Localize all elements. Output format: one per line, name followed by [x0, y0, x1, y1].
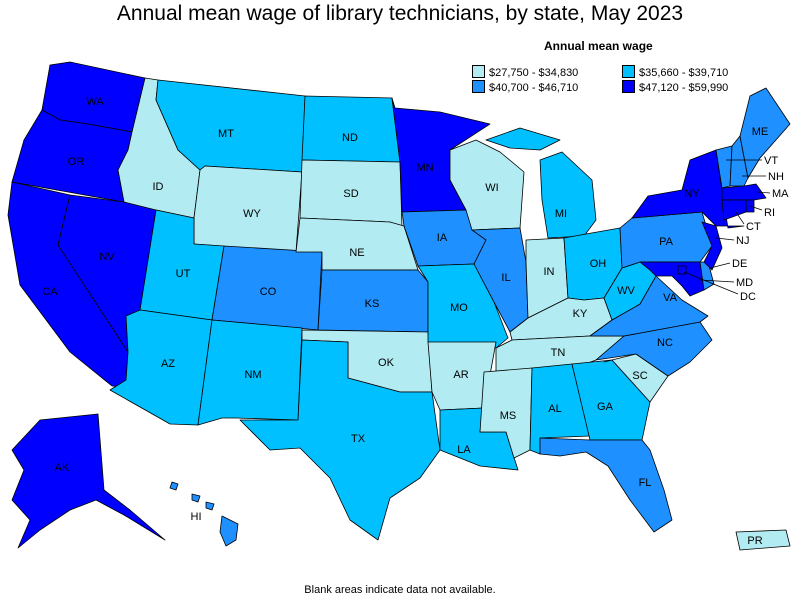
label-DE: DE: [732, 258, 747, 270]
map-title: Annual mean wage of library technicians,…: [116, 2, 684, 25]
label-IN: IN: [544, 266, 555, 278]
label-FL: FL: [639, 477, 652, 489]
label-MA: MA: [772, 188, 789, 200]
legend-title: Annual mean wage: [544, 39, 653, 53]
label-KS: KS: [365, 298, 380, 310]
label-ND: ND: [342, 132, 358, 144]
label-PR: PR: [747, 535, 762, 547]
label-KY: KY: [573, 308, 588, 320]
label-MI: MI: [555, 208, 567, 220]
label-ME: ME: [752, 126, 769, 138]
state-SC[interactable]: [603, 353, 669, 403]
label-WY: WY: [243, 208, 261, 220]
legend-swatch-2: [622, 65, 635, 78]
footer-note: Blank areas indicate data not available.: [304, 584, 496, 596]
leader-NJ: [715, 237, 735, 241]
label-TX: TX: [351, 433, 366, 445]
legend-item-2: $35,660 - $39,710: [622, 65, 728, 79]
leader-DE: [709, 262, 731, 269]
state-MI[interactable]: [485, 127, 597, 239]
leader-DC: [683, 271, 739, 295]
label-WI: WI: [485, 182, 498, 194]
label-MN: MN: [416, 162, 433, 174]
label-CT: CT: [746, 221, 761, 233]
label-CA: CA: [42, 286, 58, 298]
label-NJ: NJ: [736, 235, 749, 247]
state-NM[interactable]: [197, 319, 303, 426]
leader-MA: [757, 191, 771, 194]
label-RI: RI: [764, 207, 775, 219]
legend-label-4: $47,120 - $59,990: [639, 82, 729, 94]
label-WA: WA: [86, 96, 104, 108]
label-OR: OR: [68, 156, 85, 168]
legend-label-2: $35,660 - $39,710: [639, 67, 729, 79]
label-IA: IA: [437, 232, 448, 244]
label-MD: MD: [736, 277, 753, 289]
label-PA: PA: [659, 236, 674, 248]
label-NC: NC: [657, 337, 673, 349]
state-ND[interactable]: [301, 95, 401, 163]
state-TX[interactable]: [239, 339, 441, 541]
state-ME[interactable]: [739, 87, 791, 179]
label-AZ: AZ: [161, 358, 175, 370]
label-UT: UT: [176, 268, 191, 280]
label-AR: AR: [453, 369, 468, 381]
label-MS: MS: [500, 410, 517, 422]
label-LA: LA: [457, 444, 471, 456]
label-WV: WV: [617, 285, 635, 297]
label-NH: NH: [768, 171, 784, 183]
state-AK[interactable]: [11, 413, 166, 549]
label-OK: OK: [378, 357, 395, 369]
label-SC: SC: [632, 370, 647, 382]
label-MO: MO: [450, 302, 468, 314]
label-DC: DC: [740, 291, 756, 303]
label-CO: CO: [260, 286, 277, 298]
legend-item-4: $47,120 - $59,990: [622, 80, 728, 94]
state-NH[interactable]: [729, 135, 749, 187]
label-ID: ID: [153, 181, 164, 193]
label-AK: AK: [55, 462, 70, 474]
state-HI[interactable]: [169, 481, 239, 547]
state-PR[interactable]: [735, 529, 791, 551]
legend-label-3: $40,700 - $46,710: [489, 82, 579, 94]
label-HI: HI: [191, 511, 202, 523]
state-DC[interactable]: [677, 265, 687, 275]
state-CT[interactable]: [721, 199, 747, 221]
label-VA: VA: [663, 292, 678, 304]
label-AL: AL: [548, 403, 561, 415]
label-SD: SD: [343, 188, 358, 200]
legend-item-1: $27,750 - $34,830: [472, 65, 578, 79]
legend-swatch-4: [622, 80, 635, 93]
legend-swatch-1: [472, 65, 485, 78]
legend-swatch-3: [472, 80, 485, 93]
state-FL[interactable]: [539, 437, 673, 533]
label-GA: GA: [597, 401, 614, 413]
label-NV: NV: [99, 251, 115, 263]
legend-label-1: $27,750 - $34,830: [489, 67, 579, 79]
label-IL: IL: [501, 272, 510, 284]
leader-MD: [699, 279, 735, 283]
leader-RI: [749, 205, 763, 211]
label-NY: NY: [684, 188, 700, 200]
label-VT: VT: [764, 155, 778, 167]
leader-CT: [735, 211, 745, 225]
label-NM: NM: [244, 369, 261, 381]
label-OH: OH: [590, 258, 607, 270]
legend-item-3: $40,700 - $46,710: [472, 80, 578, 94]
label-NE: NE: [349, 247, 364, 259]
state-GA[interactable]: [571, 359, 651, 441]
label-TN: TN: [551, 347, 566, 359]
label-MT: MT: [218, 128, 234, 140]
